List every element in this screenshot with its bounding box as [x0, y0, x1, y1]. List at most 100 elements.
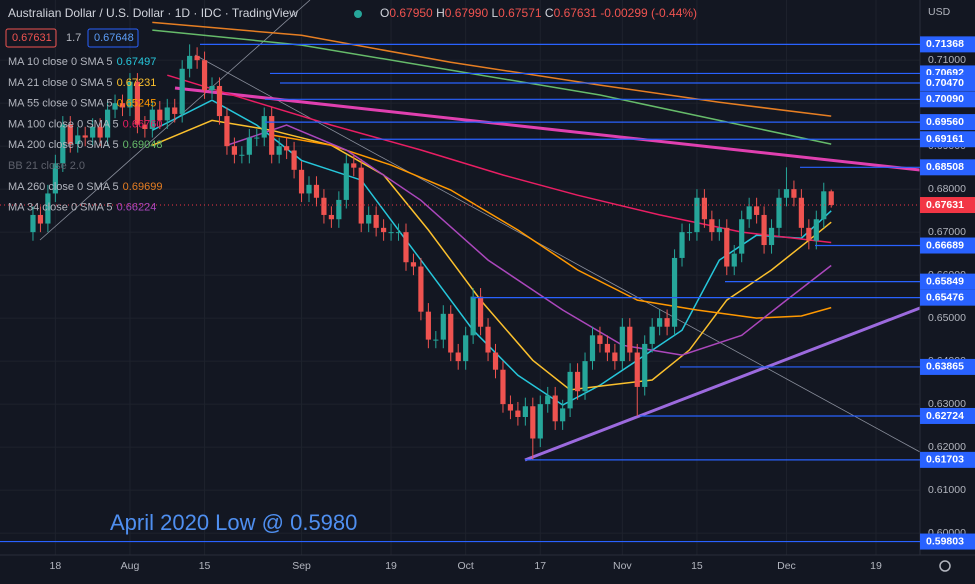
x-tick-label: 18 — [50, 560, 62, 572]
candle-body — [164, 107, 170, 121]
ohlc-key: O — [380, 6, 389, 20]
x-tick-label: Nov — [613, 560, 632, 572]
level-label-box — [920, 91, 975, 108]
candle-body — [589, 335, 596, 362]
candle-body — [567, 371, 573, 409]
annotation: April 2020 Low @ 0.5980 — [110, 510, 357, 535]
legend-entry: MA 34 close 0 SMA 5 0.66224 — [8, 202, 156, 214]
candle-body — [522, 406, 528, 418]
currency-selector[interactable]: USD — [928, 6, 951, 18]
candle-body — [686, 232, 693, 234]
trend-line — [174, 86, 920, 172]
level-label-box — [920, 36, 975, 53]
candle-body — [134, 81, 141, 125]
candle-body — [52, 163, 58, 194]
candle-body — [45, 193, 51, 224]
level-label-box — [920, 273, 975, 290]
candle-body — [351, 163, 357, 168]
candle-body — [30, 214, 36, 233]
legend-entry: MA 200 close 0 SMA 5 0.69048 — [8, 139, 162, 151]
candle-body — [216, 85, 223, 117]
candle-body — [395, 232, 402, 234]
legend-value: 0.66760 — [123, 118, 163, 130]
candle-body — [418, 266, 424, 312]
y-tick-label: 0.67000 — [928, 226, 966, 238]
legend-value: 0.67497 — [117, 56, 157, 68]
spread: 1.7 — [66, 32, 81, 44]
candle-body — [470, 296, 476, 336]
candle-body — [597, 335, 603, 344]
moving-average-line — [226, 124, 832, 356]
level-label: 0.65476 — [926, 291, 964, 303]
legend-entry: MA 21 close 0 SMA 5 0.67231 — [8, 77, 156, 89]
candle-body — [783, 189, 790, 198]
ohlc-value: 0.67631 — [554, 6, 598, 20]
settings-button[interactable] — [939, 560, 951, 572]
candle-body — [560, 408, 566, 422]
candle-body — [701, 197, 707, 220]
candle-body — [657, 318, 663, 327]
trend-line — [194, 54, 920, 453]
candle-body — [172, 107, 178, 114]
change: -0.00299 (-0.44%) — [600, 6, 697, 20]
candle-body — [754, 206, 760, 215]
candle-body — [507, 404, 514, 411]
title: Australian Dollar / U.S. Dollar · 1D · I… — [8, 6, 298, 20]
level-label: 0.71368 — [926, 38, 964, 50]
candle-body — [545, 395, 551, 405]
candle-body — [231, 146, 238, 155]
ask: 0.67648 — [94, 32, 134, 44]
trend-line — [524, 306, 920, 462]
candle-body — [343, 163, 349, 200]
candle-body — [515, 410, 521, 418]
ohlc-value: 0.67950 — [389, 6, 433, 20]
grid — [0, 0, 920, 555]
level-label-box — [920, 114, 975, 131]
candle-body — [761, 214, 767, 246]
candle-body — [97, 126, 103, 138]
candle-body — [477, 296, 484, 327]
x-tick-label: 17 — [534, 560, 546, 572]
legend-name: MA 21 close 0 SMA 5 — [8, 77, 113, 89]
candle-body — [627, 326, 633, 353]
candle-body — [90, 126, 96, 138]
level-label: 0.62724 — [926, 410, 964, 422]
ask-box[interactable] — [87, 28, 139, 48]
candle-body — [313, 184, 320, 198]
bid-box[interactable] — [5, 28, 57, 48]
candle-body — [806, 227, 812, 241]
y-tick-label: 0.68000 — [928, 183, 966, 195]
legend-name: MA 10 close 0 SMA 5 — [8, 56, 113, 68]
candle-body — [269, 116, 275, 155]
candle-body — [328, 214, 334, 220]
moving-average-line — [152, 119, 832, 391]
candle-body — [119, 103, 126, 108]
candle-body — [381, 227, 387, 233]
x-tick-label: Aug — [121, 560, 140, 572]
level-label-box — [920, 451, 975, 468]
level-label-box — [920, 131, 975, 148]
candle-body — [582, 361, 588, 392]
candle-body — [537, 404, 543, 439]
candle-body — [433, 339, 439, 341]
ohlc: O0.67950 H0.67990 L0.67571 C0.67631 -0.0… — [380, 6, 697, 20]
y-tick-label: 0.63000 — [928, 398, 966, 410]
candle-body — [739, 219, 745, 254]
candle-body — [306, 184, 312, 194]
ohlc-value: 0.67990 — [445, 6, 489, 20]
candle-body — [403, 232, 409, 263]
candle-body — [104, 109, 111, 138]
candle-body — [440, 313, 446, 340]
legend-entry: MA 260 close 0 SMA 5 0.69699 — [8, 181, 162, 193]
candle-body — [194, 55, 200, 61]
candle-body — [612, 352, 618, 362]
candle-body — [187, 55, 193, 69]
candle-body — [768, 227, 775, 246]
moving-average-line — [271, 134, 832, 319]
candle-body — [604, 343, 611, 353]
candle-body — [201, 60, 208, 91]
level-label: 0.69161 — [926, 133, 964, 145]
bid: 0.67631 — [12, 32, 52, 44]
